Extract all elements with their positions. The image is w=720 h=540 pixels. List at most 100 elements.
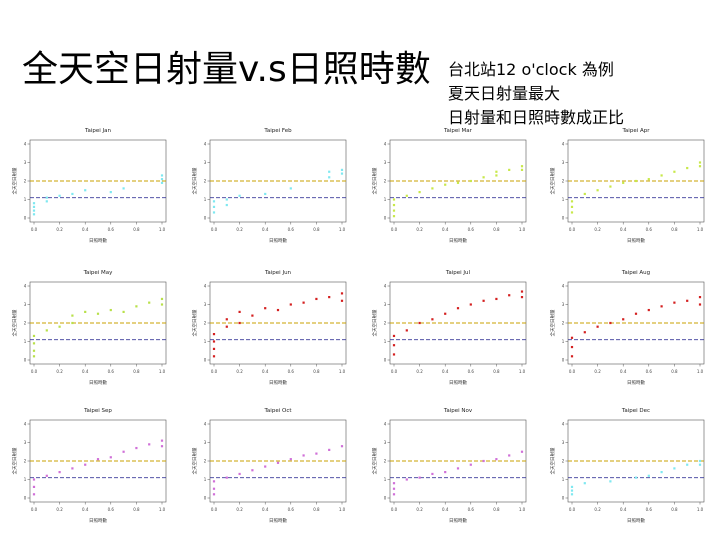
x-tick-label: 1.0 xyxy=(159,227,166,232)
note-line-2: 夏天日射量最大 xyxy=(448,84,561,103)
x-tick-label: 0.8 xyxy=(671,369,678,374)
x-axis-label: 日照時數 xyxy=(89,517,107,524)
data-point xyxy=(647,474,650,477)
data-point xyxy=(673,467,676,470)
data-point xyxy=(482,299,485,302)
data-point xyxy=(456,181,460,184)
x-tick-label: 0.4 xyxy=(82,507,89,512)
y-tick-label: 3 xyxy=(384,302,387,307)
chart-panel: Taipei Mar 0.0 0.2 0.4 0.6 0.8 1.0 0 1 2 3 4 日照時數 全天空… xyxy=(371,128,527,244)
data-point xyxy=(392,344,396,347)
data-point xyxy=(673,170,676,173)
chart-panel: Taipei Jul 0.0 0.2 0.4 0.6 0.8 1.0 0 1 2 3 4 日照時數 全天空… xyxy=(371,270,527,386)
x-tick-label: 1.0 xyxy=(697,227,704,232)
data-point xyxy=(251,314,254,317)
data-point xyxy=(212,333,216,336)
x-tick-label: 0.6 xyxy=(288,507,295,512)
data-point xyxy=(109,456,112,459)
data-point xyxy=(71,321,74,325)
x-tick-label: 0.6 xyxy=(108,227,115,232)
data-point xyxy=(686,166,689,170)
x-tick-label: 0.4 xyxy=(442,369,449,374)
y-tick-label: 0 xyxy=(384,216,387,221)
data-point xyxy=(58,325,61,328)
y-tick-label: 1 xyxy=(384,339,387,344)
data-point xyxy=(84,463,87,466)
data-point xyxy=(71,192,74,196)
y-tick-label: 1 xyxy=(24,197,27,202)
chart-panel: Taipei May 0.0 0.2 0.4 0.6 0.8 1.0 0 1 2 3 4 日照時數 全天空… xyxy=(11,270,167,386)
data-point xyxy=(469,179,472,183)
data-point xyxy=(647,308,650,312)
y-tick-label: 0 xyxy=(562,216,565,221)
y-axis-label: 全天空日射量 xyxy=(191,309,198,336)
data-point xyxy=(340,168,344,171)
y-tick-label: 4 xyxy=(24,284,27,289)
data-point xyxy=(508,168,511,171)
y-tick-label: 3 xyxy=(562,302,565,307)
data-point xyxy=(570,211,574,214)
x-axis-label: 日照時數 xyxy=(269,517,287,524)
y-tick-label: 4 xyxy=(384,422,387,427)
y-tick-label: 4 xyxy=(384,284,387,289)
x-tick-label: 0.0 xyxy=(31,507,38,512)
chart-panel: Taipei Oct 0.0 0.2 0.4 0.6 0.8 1.0 0 1 2 3 4 日照時數 全天空… xyxy=(191,408,347,524)
data-point xyxy=(431,472,434,476)
y-tick-label: 0 xyxy=(562,358,565,363)
y-tick-label: 3 xyxy=(24,160,27,165)
x-tick-label: 0.0 xyxy=(569,507,576,512)
x-axis-label: 日照時數 xyxy=(449,517,467,524)
x-tick-label: 0.6 xyxy=(468,369,475,374)
x-tick-label: 0.6 xyxy=(108,369,115,374)
x-tick-label: 0.0 xyxy=(211,369,218,374)
chart-title: Taipei Apr xyxy=(621,128,650,134)
data-point xyxy=(469,303,472,306)
x-tick-label: 0.8 xyxy=(313,507,320,512)
data-point xyxy=(264,192,267,196)
data-point xyxy=(596,189,599,192)
data-point xyxy=(32,485,36,488)
data-point xyxy=(609,480,612,483)
x-axis-label: 日照時數 xyxy=(269,379,287,386)
y-tick-label: 4 xyxy=(24,142,27,147)
x-tick-label: 0.2 xyxy=(416,369,423,374)
data-point xyxy=(392,487,396,490)
x-tick-label: 0.2 xyxy=(56,369,63,374)
data-point xyxy=(392,209,396,212)
data-point xyxy=(58,194,61,197)
data-point xyxy=(495,297,498,301)
data-point xyxy=(32,202,36,205)
data-point xyxy=(431,318,434,321)
x-tick-label: 0.4 xyxy=(262,369,269,374)
y-tick-label: 1 xyxy=(204,477,207,482)
x-tick-label: 0.2 xyxy=(56,507,63,512)
x-tick-label: 0.0 xyxy=(391,369,398,374)
data-point xyxy=(32,349,36,352)
x-tick-label: 0.0 xyxy=(31,369,38,374)
y-tick-label: 0 xyxy=(24,216,27,221)
x-tick-label: 0.4 xyxy=(620,369,627,374)
y-tick-label: 1 xyxy=(562,339,565,344)
x-axis-label: 日照時數 xyxy=(449,237,467,244)
x-tick-label: 0.6 xyxy=(646,227,653,232)
data-point xyxy=(495,174,498,177)
data-point xyxy=(96,312,100,315)
y-tick-label: 3 xyxy=(384,160,387,165)
data-point xyxy=(109,308,112,312)
y-tick-label: 2 xyxy=(562,179,565,184)
y-tick-label: 3 xyxy=(204,160,207,165)
data-point xyxy=(122,187,125,190)
data-point xyxy=(32,342,36,345)
data-point xyxy=(135,305,138,308)
y-tick-label: 0 xyxy=(562,496,565,501)
data-point xyxy=(96,458,100,461)
data-point xyxy=(302,454,305,457)
data-point xyxy=(392,334,396,338)
data-point xyxy=(392,215,396,218)
data-point xyxy=(225,476,228,479)
data-point xyxy=(570,200,574,203)
data-point xyxy=(660,305,663,308)
data-point xyxy=(392,482,396,485)
data-point xyxy=(508,454,511,457)
data-point xyxy=(238,321,241,325)
